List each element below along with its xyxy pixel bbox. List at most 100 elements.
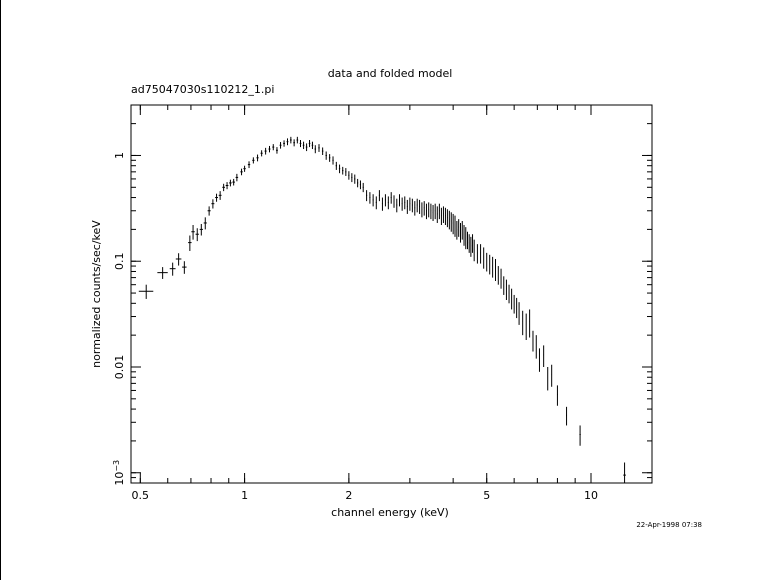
data-point [423,201,425,216]
x-tick-label: 0.5 [132,489,150,502]
data-point [375,196,377,210]
data-point [191,225,195,240]
data-point [444,207,446,226]
data-point [235,173,239,182]
plot-timestamp: 22-Apr-1998 07:38 [636,521,702,529]
x-tick-label: 1 [241,489,248,502]
data-point [203,217,207,230]
data-point [247,161,251,169]
data-point [348,171,350,180]
data-point [459,222,461,243]
data-point [175,253,182,266]
data-point [384,194,386,207]
data-point [169,262,176,276]
data-point [328,154,331,162]
data-point [401,197,403,211]
x-axis-label: channel energy (keV) [331,506,449,519]
data-point [538,348,540,372]
data-point [466,231,468,250]
data-point [430,203,432,220]
data-point [452,213,454,235]
data-point [359,180,362,190]
data-point [480,244,482,264]
data-point [302,141,305,150]
data-point [289,136,292,144]
data-point [396,198,398,213]
data-point [338,164,341,174]
data-point [404,196,406,210]
data-point [279,142,282,149]
chart-title: data and folded model [328,67,453,80]
axis-ticks [131,104,652,484]
data-point [354,174,356,184]
data-point [345,168,347,176]
data-point [299,140,302,148]
data-point [372,194,374,207]
data-point [207,206,211,216]
data-point [472,234,474,253]
data-point [268,145,271,153]
plot-frame [130,104,653,484]
data-point [438,203,440,220]
data-point [308,140,311,148]
data-point [414,201,416,216]
data-point [440,207,442,226]
x-tick-label: 2 [345,489,352,502]
data-point [393,195,395,208]
data-point [311,141,314,150]
data-point [283,140,285,147]
data-point [378,190,380,202]
x-tick-label: 5 [483,489,490,502]
data-point [421,202,423,218]
data-point [188,235,192,251]
data-point [381,197,383,211]
data-point [286,138,289,146]
data-point [425,203,427,220]
data-point [454,215,456,237]
data-point [157,267,168,279]
y-tick-label: 10−3 [112,460,126,486]
data-point [332,156,334,165]
data-point [335,161,337,170]
data-point [211,199,215,209]
data-point [398,194,400,207]
data-point [390,192,392,204]
data-point [240,168,243,176]
data-point [325,151,327,160]
data-point [434,203,436,220]
x-tick-label: 10 [584,489,598,502]
data-point [432,205,434,222]
y-axis-label: normalized counts/sec/keV [90,220,103,368]
data-point [275,147,278,154]
data-point [556,385,558,406]
data-point [416,198,418,213]
data-point [138,284,154,299]
data-point [229,179,232,187]
data-point [225,182,229,190]
data-point [260,150,263,157]
y-tick-label: 0.1 [113,252,126,270]
data-point [473,239,475,262]
data-point [351,173,353,183]
data-point [468,234,470,253]
data-point [442,206,444,223]
window-left-edge [0,0,1,580]
data-point [195,228,199,242]
data-point [232,178,235,186]
data-point [215,193,218,202]
data-point [252,157,255,164]
data-point [411,198,413,213]
data-point [256,154,259,162]
data-point [409,197,411,211]
data-point [321,147,324,156]
data-point [318,144,320,152]
data-point [293,139,295,147]
data-point [218,191,222,200]
data-point [579,425,581,446]
data-point [470,236,472,257]
data-point [199,223,203,236]
data-point [264,147,267,155]
axis-tick-labels: 0.5 1 2 5 10 10−3 0.01 0.1 1 [112,152,598,502]
data-point [357,178,359,188]
data-point [419,199,421,214]
